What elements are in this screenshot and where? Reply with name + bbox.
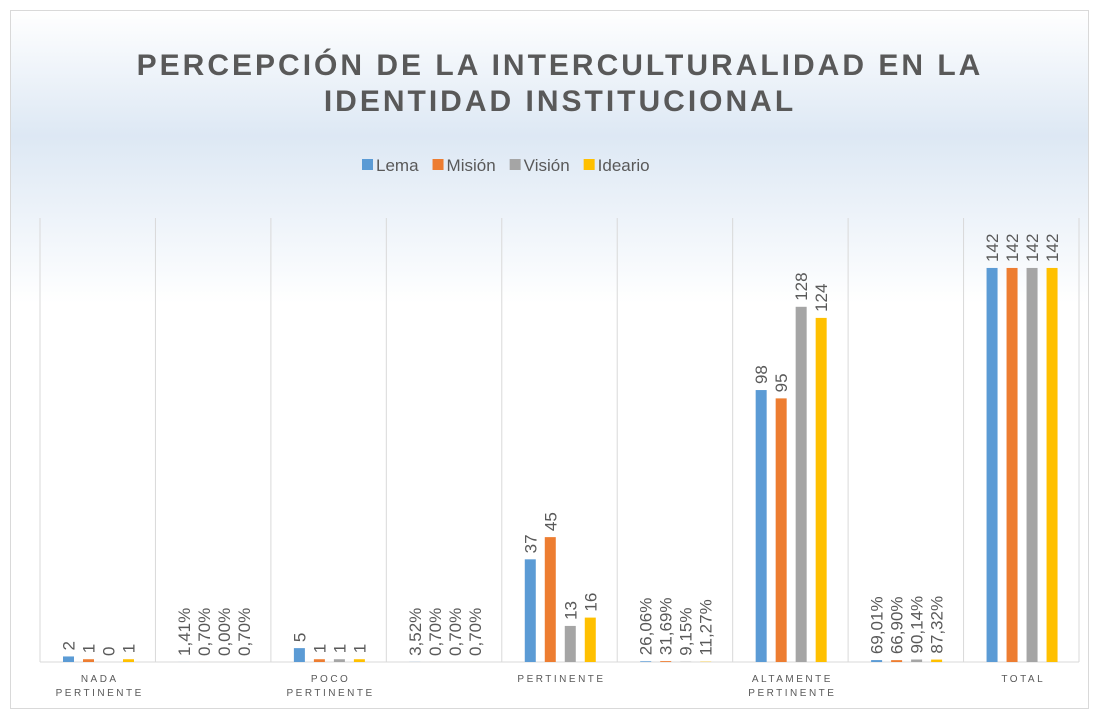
x-tick-label: NADA PERTINENTE	[55, 674, 144, 699]
data-label: 45	[541, 512, 560, 531]
legend-label: Ideario	[598, 156, 650, 175]
bar	[524, 559, 536, 662]
bar	[1006, 267, 1018, 662]
data-label: 0,70%	[195, 608, 214, 656]
data-label: 66,90%	[888, 596, 907, 654]
data-label: 0,70%	[426, 608, 445, 656]
x-tick-label: PERTINENTE	[517, 674, 606, 685]
data-label: 5	[290, 633, 309, 642]
data-label: 0,70%	[446, 608, 465, 656]
data-label: 98	[752, 365, 771, 384]
data-label: 142	[983, 234, 1002, 262]
data-label: 11,27%	[697, 599, 716, 655]
bar	[755, 390, 767, 662]
data-label: 142	[1023, 234, 1042, 262]
bar	[1026, 267, 1038, 662]
legend-swatch	[362, 159, 373, 170]
legend-label: Lema	[376, 156, 419, 175]
data-label: 1	[80, 644, 99, 653]
data-label: 13	[561, 601, 580, 620]
data-label: 0	[100, 647, 119, 656]
legend-swatch	[432, 159, 444, 170]
bar	[931, 659, 943, 662]
legend-swatch	[583, 159, 595, 170]
x-tick-label: ALTAMENTE PERTINENTE	[748, 674, 837, 699]
bar	[83, 659, 94, 662]
bar	[891, 660, 903, 662]
legend-swatch	[509, 159, 521, 170]
bar	[911, 659, 923, 662]
bar	[986, 267, 998, 662]
data-label: 1	[330, 644, 349, 653]
bar	[584, 617, 596, 662]
bar	[63, 656, 74, 662]
bar	[871, 660, 883, 662]
data-label: 9,15%	[677, 608, 696, 656]
bar	[1046, 267, 1058, 662]
data-label: 142	[1043, 234, 1062, 262]
data-label: 1	[120, 644, 139, 653]
x-tick-label: POCO PERTINENTE	[286, 674, 375, 699]
data-label: 37	[521, 534, 540, 553]
bar	[564, 625, 576, 662]
data-label: 31,69%	[657, 597, 676, 655]
data-label: 26,06%	[637, 598, 656, 656]
bar	[293, 648, 305, 662]
data-label: 16	[581, 593, 600, 612]
data-label: 0,70%	[466, 608, 485, 656]
data-label: 1	[350, 644, 369, 653]
data-label: 2	[60, 641, 79, 650]
data-label: 87,32%	[928, 596, 947, 654]
chart-title: PERCEPCIÓN DE LA INTERCULTURALIDAD EN LA…	[136, 49, 984, 118]
bar	[544, 537, 556, 662]
data-label: 1,41%	[175, 608, 194, 656]
data-label: 124	[812, 284, 831, 312]
data-label: 128	[792, 272, 811, 300]
data-label: 142	[1003, 234, 1022, 262]
bar	[815, 317, 827, 662]
data-label: 3,52%	[406, 608, 425, 656]
bar	[333, 659, 345, 662]
data-label: 1	[310, 644, 329, 653]
data-label: 69,01%	[868, 596, 887, 654]
bar	[660, 661, 672, 662]
legend-label: Misión	[447, 156, 496, 175]
bar	[795, 306, 807, 662]
data-label: 0,70%	[235, 608, 254, 656]
legend-label: Visión	[524, 156, 570, 175]
data-label: 90,14%	[908, 596, 927, 654]
data-label: 0,00%	[215, 608, 234, 656]
x-tick-label: TOTAL	[1001, 674, 1046, 685]
bar	[775, 398, 787, 662]
bar	[123, 659, 134, 662]
data-label: 95	[772, 373, 791, 392]
bar	[640, 661, 652, 662]
bar	[313, 659, 325, 662]
bar	[353, 659, 365, 662]
